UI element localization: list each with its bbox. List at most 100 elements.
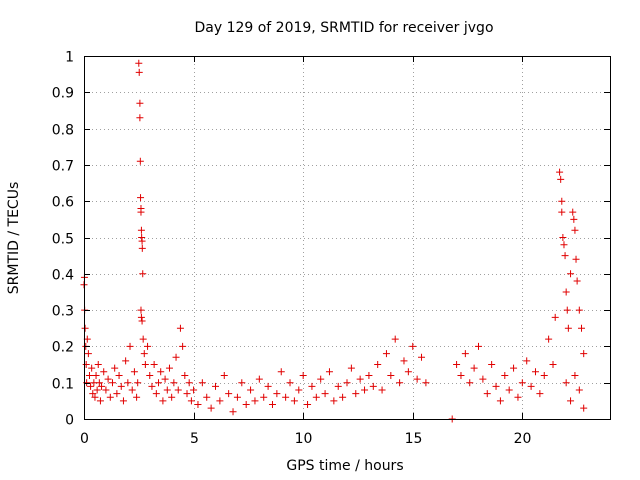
data-point — [157, 368, 165, 376]
data-point — [563, 306, 571, 314]
data-point — [549, 361, 557, 369]
data-point — [124, 379, 132, 387]
data-point — [137, 313, 145, 321]
data-point — [558, 208, 566, 216]
data-point — [255, 375, 263, 383]
data-point — [95, 379, 103, 387]
data-point — [282, 393, 290, 401]
data-point — [396, 379, 404, 387]
data-point — [82, 361, 90, 369]
data-point — [135, 59, 143, 67]
data-point — [96, 397, 104, 405]
data-point — [170, 379, 178, 387]
data-point — [136, 157, 144, 165]
data-point — [187, 397, 195, 405]
data-point — [242, 400, 250, 408]
data-point — [148, 382, 156, 390]
data-point — [128, 386, 136, 394]
data-point — [330, 397, 338, 405]
data-point — [194, 400, 202, 408]
y-tick-labels: 0 0.1 0.2 0.3 0.4 0.5 0.6 0.7 0.8 0.9 1 — [52, 50, 74, 429]
data-point — [299, 371, 307, 379]
data-point — [483, 390, 491, 398]
data-point — [295, 386, 303, 394]
y-tick-label: 0.4 — [52, 268, 74, 284]
data-point — [181, 371, 189, 379]
x-tick-label: 10 — [295, 431, 313, 447]
data-point — [290, 397, 298, 405]
data-point — [183, 390, 191, 398]
data-point — [545, 335, 553, 343]
data-point — [185, 379, 193, 387]
y-tick-label: 0.3 — [52, 304, 74, 320]
data-point — [146, 371, 154, 379]
data-point — [571, 226, 579, 234]
data-point — [136, 99, 144, 107]
data-point — [514, 393, 522, 401]
data-point — [137, 226, 145, 234]
data-point — [84, 350, 92, 358]
data-point — [382, 350, 390, 358]
y-tick-label: 0.5 — [52, 232, 74, 248]
data-point — [174, 386, 182, 394]
data-point — [572, 255, 580, 263]
y-tick-label: 0.2 — [52, 340, 74, 356]
data-point — [85, 371, 93, 379]
data-point — [347, 364, 355, 372]
data-point — [404, 368, 412, 376]
data-point — [140, 350, 148, 358]
data-point — [273, 390, 281, 398]
data-point — [229, 408, 237, 416]
data-point — [557, 175, 565, 183]
data-point — [558, 197, 566, 205]
data-point — [559, 234, 567, 241]
data-point — [93, 386, 101, 394]
data-point — [505, 386, 513, 394]
data-point — [108, 379, 116, 387]
data-point — [531, 368, 539, 376]
data-point — [268, 400, 276, 408]
data-point — [571, 371, 579, 379]
data-point — [138, 244, 146, 252]
data-point — [413, 375, 421, 383]
data-point — [81, 324, 89, 332]
data-point — [453, 361, 461, 369]
data-point — [130, 368, 138, 376]
data-point — [488, 361, 496, 369]
data-point — [165, 364, 173, 372]
data-point — [277, 368, 285, 376]
data-point — [176, 324, 184, 332]
data-point — [134, 379, 142, 387]
data-point — [400, 357, 408, 365]
data-point — [138, 237, 146, 245]
data-point — [179, 342, 187, 350]
data-point — [137, 306, 145, 314]
data-point — [216, 397, 224, 405]
data-point — [159, 397, 167, 405]
data-point — [312, 393, 320, 401]
data-point — [570, 215, 578, 223]
data-point — [98, 382, 106, 390]
data-point — [561, 252, 569, 260]
data-point — [356, 375, 364, 383]
axis-ticks — [84, 56, 610, 420]
data-point — [391, 335, 399, 343]
data-point — [119, 397, 127, 405]
data-point — [492, 382, 500, 390]
data-point — [523, 357, 531, 365]
y-tick-label: 0.1 — [52, 377, 74, 393]
data-point — [470, 364, 478, 372]
data-point — [137, 208, 145, 216]
data-point — [100, 368, 108, 376]
plot-frame — [84, 56, 611, 420]
data-point — [91, 393, 99, 401]
data-point — [203, 393, 211, 401]
data-point — [141, 361, 149, 369]
data-point — [365, 371, 373, 379]
data-point — [94, 361, 102, 369]
data-point — [575, 306, 583, 314]
data-point — [321, 390, 329, 398]
data-point — [475, 342, 482, 350]
data-point — [457, 371, 465, 379]
data-point — [92, 371, 100, 379]
